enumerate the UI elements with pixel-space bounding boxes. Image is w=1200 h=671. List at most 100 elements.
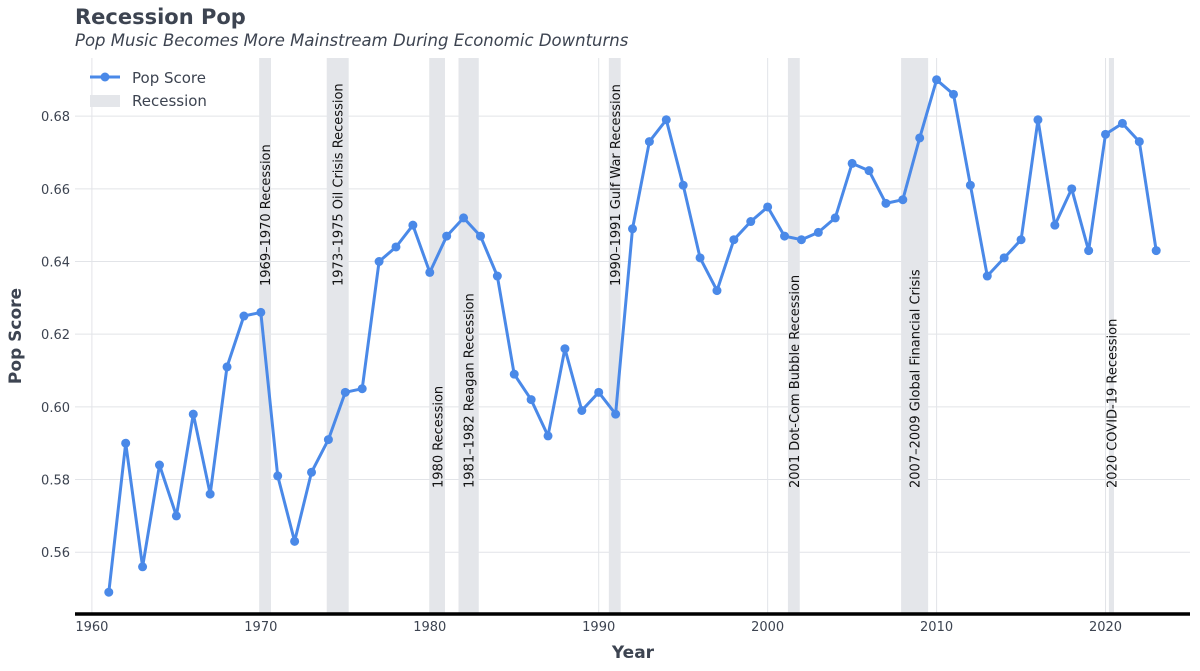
data-point [1134, 137, 1144, 147]
data-point [256, 307, 266, 317]
recession-band [326, 58, 349, 614]
data-point [459, 213, 469, 223]
data-point [864, 166, 874, 176]
data-point [222, 362, 232, 372]
recession-band [429, 58, 445, 614]
data-point [560, 344, 570, 354]
data-point [746, 217, 756, 227]
recession-label: 2007–2009 Global Financial Crisis [909, 269, 924, 488]
legend: Pop Score Recession [90, 69, 207, 110]
data-point [594, 387, 604, 397]
data-point [374, 257, 384, 267]
legend-marker-swatch [100, 72, 110, 82]
data-point [932, 75, 942, 85]
data-point [948, 89, 958, 99]
data-point [881, 198, 891, 208]
data-point [492, 271, 502, 281]
data-point [678, 180, 688, 190]
data-point [999, 253, 1009, 263]
chart-title: Recession Pop [75, 5, 246, 29]
data-point [307, 467, 317, 477]
data-point [661, 115, 671, 125]
recession-band [901, 58, 929, 614]
data-point [509, 369, 519, 379]
data-point [763, 202, 773, 212]
recession-band [1108, 58, 1114, 614]
y-tick-label: 0.60 [41, 401, 70, 416]
data-point [695, 253, 705, 263]
data-point [171, 511, 181, 521]
data-point [628, 224, 637, 234]
data-point [577, 405, 587, 415]
y-tick-label: 0.58 [41, 474, 70, 489]
recession-labels: 1969–1970 Recession 1973–1975 Oil Crisis … [259, 83, 1120, 488]
x-tick-label: 2000 [751, 620, 784, 635]
data-point [1016, 235, 1026, 245]
grid [75, 58, 1190, 614]
x-axis-label: Year [611, 643, 655, 663]
recession-band [259, 58, 271, 614]
y-axis-label: Pop Score [6, 288, 26, 384]
recession-band [458, 58, 479, 614]
chart-subtitle: Pop Music Becomes More Mainstream During… [75, 31, 629, 50]
recession-bands [259, 58, 1114, 614]
data-point [138, 562, 148, 572]
data-point [526, 395, 536, 405]
data-point [965, 180, 975, 190]
axes: 1960 1970 1980 1990 2000 2010 2020 0.56 0.58 0.60… [41, 110, 1190, 635]
x-tick-label: 2020 [1089, 620, 1122, 635]
data-point [273, 471, 283, 481]
data-point [1151, 246, 1161, 256]
recession-label: 2020 COVID-19 Recession [1105, 319, 1120, 488]
data-point [104, 587, 114, 597]
y-tick-label: 0.64 [41, 256, 70, 271]
data-point [847, 158, 857, 168]
data-point [475, 231, 485, 241]
data-point [1050, 220, 1060, 230]
data-point [357, 384, 367, 394]
data-point [1101, 129, 1111, 139]
data-point [796, 235, 806, 245]
data-point [239, 311, 249, 321]
recession-label: 2001 Dot-Com Bubble Recession [788, 275, 803, 488]
data-point [188, 409, 198, 419]
x-tick-label: 1980 [413, 620, 446, 635]
recession-label: 1973–1975 Oil Crisis Recession [332, 83, 347, 286]
recession-band [608, 58, 621, 614]
data-point [121, 438, 131, 448]
data-point [813, 227, 823, 237]
legend-label-recession: Recession [132, 92, 207, 110]
data-point [408, 220, 418, 230]
y-tick-label: 0.66 [41, 183, 70, 198]
recession-label: 1969–1970 Recession [259, 144, 274, 286]
data-point [915, 133, 925, 143]
y-tick-label: 0.56 [41, 546, 70, 561]
data-point [898, 195, 908, 205]
data-point [1117, 118, 1127, 128]
data-point [543, 431, 553, 441]
data-point [154, 460, 164, 470]
legend-band-swatch [90, 95, 120, 107]
y-tick-label: 0.62 [41, 328, 70, 343]
pop-score-series [104, 75, 1161, 597]
data-point [780, 231, 790, 241]
recession-label: 1981–1982 Reagan Recession [463, 293, 478, 488]
x-tick-label: 2010 [920, 620, 953, 635]
data-point [442, 231, 452, 241]
legend-label-pop-score: Pop Score [132, 69, 206, 87]
data-point [391, 242, 401, 252]
recession-label: 1990–1991 Gulf War Recession [609, 84, 624, 286]
data-point [340, 387, 350, 397]
recession-band [787, 58, 800, 614]
x-tick-label: 1990 [582, 620, 615, 635]
data-point [1033, 115, 1043, 125]
data-point [290, 536, 300, 546]
x-tick-label: 1970 [244, 620, 277, 635]
recession-label: 1980 Recession [431, 386, 446, 488]
data-point [425, 267, 435, 277]
data-point [323, 435, 333, 445]
data-point [205, 489, 215, 499]
data-point [1067, 184, 1077, 194]
data-point [712, 286, 722, 296]
data-point [611, 409, 621, 419]
